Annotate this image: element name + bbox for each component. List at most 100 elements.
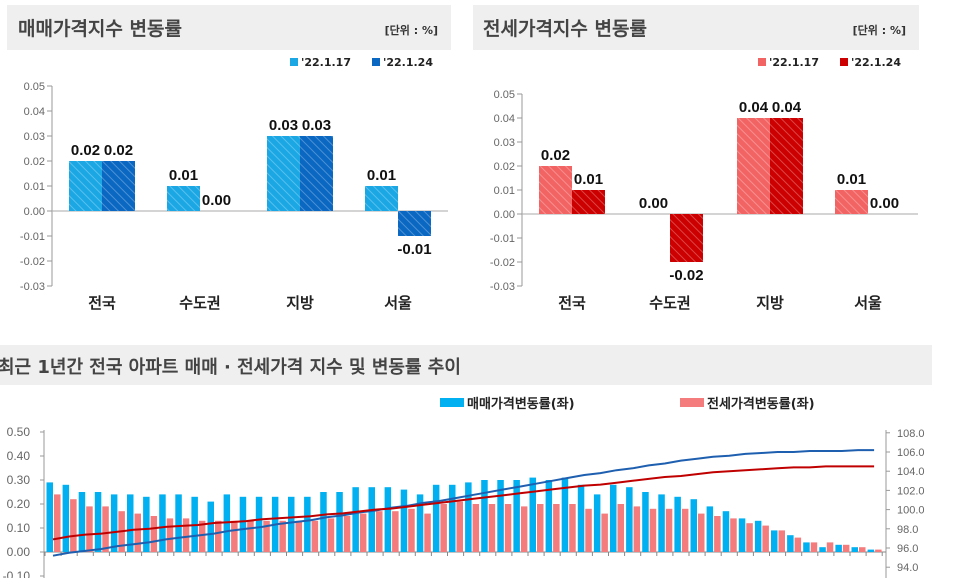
y-tick-label: -0.03 xyxy=(490,281,515,293)
legend-swatch xyxy=(440,398,464,407)
legend-swatch xyxy=(290,58,298,66)
jeonse-rate-bar xyxy=(665,508,673,552)
jeonse-rate-bar xyxy=(134,513,141,552)
right-tick-label: 98.0 xyxy=(897,524,918,536)
jeonse-rate-bar xyxy=(730,518,737,552)
sales-rate-bar xyxy=(610,484,617,552)
bar-hatch xyxy=(670,214,703,262)
jeonse-rate-bar xyxy=(472,504,480,552)
jeonse-rate-bar xyxy=(215,520,222,552)
sales-rate-bar xyxy=(819,547,826,552)
y-tick-label: 0.04 xyxy=(494,113,515,125)
jeonse-rate-bar xyxy=(794,537,802,552)
sales-rate-bar xyxy=(432,484,440,552)
data-label: 0.01 xyxy=(837,171,866,188)
y-tick-label: 0.02 xyxy=(24,156,45,168)
bar-hatch xyxy=(770,118,803,214)
sales-rate-bar xyxy=(738,518,746,552)
sales-rate-bar xyxy=(497,480,504,552)
data-label: 0.00 xyxy=(202,192,231,209)
sales-rate-bar xyxy=(835,544,842,552)
category-label: 지방 xyxy=(286,294,314,312)
sales-rate-bar xyxy=(545,480,553,552)
sales-rate-bar xyxy=(175,494,182,552)
y-tick-label: -0.01 xyxy=(490,233,515,245)
jeonse-rate-bar xyxy=(311,520,319,552)
jeonse-rate-bar xyxy=(295,520,302,552)
data-label: -0.02 xyxy=(669,267,703,284)
left-tick-label: 0.20 xyxy=(7,497,31,511)
jeonse-rate-bar xyxy=(649,508,657,552)
yearly-trend-chart: 최근 1년간 전국 아파트 매매 · 전세가격 지수 및 변동률 추이 0.50… xyxy=(0,345,932,578)
y-tick-label: 0.04 xyxy=(24,106,45,118)
y-tick-label: -0.03 xyxy=(20,281,45,293)
data-label: 0.03 xyxy=(302,117,331,134)
legend-label: '22.1.17 xyxy=(769,56,819,69)
sales-rate-bar xyxy=(771,530,778,552)
jeonse-rate-bar xyxy=(633,506,641,552)
bar-hatch xyxy=(737,118,770,214)
title-band xyxy=(0,345,932,385)
y-tick-label: 0.00 xyxy=(24,206,45,218)
sales-rate-bar xyxy=(143,496,150,552)
y-tick-label: -0.02 xyxy=(20,256,45,268)
jeonse-rate-bar xyxy=(698,513,705,552)
sales-rate-bar xyxy=(352,487,359,552)
category-label: 지방 xyxy=(756,294,784,312)
jeonse-rate-bar xyxy=(553,504,560,552)
jeonse-rate-bar xyxy=(746,523,753,552)
legend-swatch xyxy=(372,58,380,66)
left-tick-label: 0.50 xyxy=(7,425,31,439)
sales-rate-bar xyxy=(674,496,681,552)
unit-label: [단위 : %] xyxy=(853,23,906,37)
jeonse-rate-bar xyxy=(424,513,431,552)
right-tick-label: 94.0 xyxy=(897,562,918,574)
category-label: 수도권 xyxy=(649,294,690,312)
y-tick-label: -0.01 xyxy=(20,231,45,243)
category-label: 서울 xyxy=(854,294,882,312)
sales-rate-bar xyxy=(62,484,70,552)
jeonse-rate-bar xyxy=(762,525,769,552)
jeonse-rate-bar xyxy=(504,504,512,552)
jeonse-rate-bar xyxy=(54,494,61,552)
sales-rate-bar xyxy=(577,484,585,552)
jeonse-rate-bar xyxy=(263,520,270,552)
bar-hatch xyxy=(69,161,102,211)
category-label: 전국 xyxy=(88,294,116,312)
legend-swatch xyxy=(840,58,848,66)
jeonse-rate-bar xyxy=(359,513,367,552)
jeonse-rate-bar xyxy=(166,518,174,552)
data-label: 0.02 xyxy=(104,142,133,159)
sales-rate-bar xyxy=(127,494,134,552)
y-tick-label: 0.05 xyxy=(494,89,515,101)
jeonse-rate-bar xyxy=(327,518,335,552)
sales-rate-bar xyxy=(754,520,762,552)
jeonse-rate-bar xyxy=(520,506,528,552)
jeonse-rate-bar xyxy=(392,511,399,552)
jeonse-rate-bar xyxy=(585,508,592,552)
legend-label: 매매가격변동률(좌) xyxy=(467,396,575,412)
data-label: 0.03 xyxy=(269,117,298,134)
bar-hatch xyxy=(835,190,868,214)
legend-label: 전세가격변동률(좌) xyxy=(707,396,815,412)
data-label: 0.04 xyxy=(739,99,769,116)
sales-rate-bar xyxy=(867,549,875,552)
sales-rate-bar xyxy=(561,477,569,552)
data-label: 0.02 xyxy=(541,147,570,164)
sales-rate-bar xyxy=(416,494,424,552)
y-tick-label: 0.05 xyxy=(24,81,45,93)
data-label: 0.04 xyxy=(772,99,802,116)
jeonse-rate-bar xyxy=(247,520,254,552)
left-tick-label: 0.30 xyxy=(7,473,31,487)
jeonse-rate-bar xyxy=(537,504,544,552)
jeonse-rate-bar xyxy=(601,513,608,552)
data-label: 0.00 xyxy=(870,195,899,212)
legend-swatch xyxy=(680,398,704,407)
jeonse-rate-bar xyxy=(875,549,882,552)
jeonse-rate-bar xyxy=(778,530,785,552)
jeonse-rate-bar xyxy=(488,504,496,552)
sales-rate-bar xyxy=(110,494,118,552)
right-tick-label: 106.0 xyxy=(897,447,925,459)
y-tick-label: 0.01 xyxy=(494,185,515,197)
